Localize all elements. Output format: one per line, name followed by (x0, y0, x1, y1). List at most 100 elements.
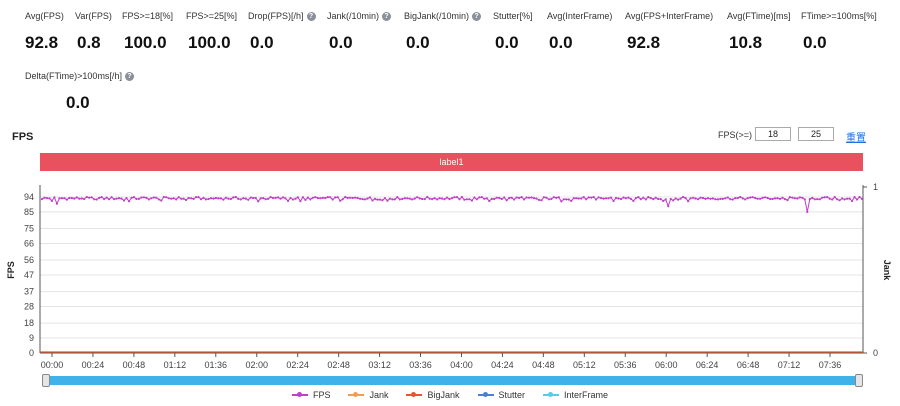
fps-point (249, 196, 252, 199)
fps-point (40, 198, 44, 201)
fps-point (262, 197, 265, 200)
fps-point (182, 197, 185, 200)
fps-point (776, 197, 779, 200)
fps-point (403, 197, 406, 200)
x-tick-label: 05:12 (573, 360, 596, 370)
fps-point (746, 197, 749, 200)
fps-point (83, 197, 86, 201)
help-icon[interactable]: ? (472, 11, 482, 21)
metric-value: 92.8 (25, 33, 59, 52)
x-tick-label: 07:36 (819, 360, 842, 370)
help-icon[interactable]: ? (382, 11, 392, 21)
legend-item-stutter[interactable]: Stutter (477, 390, 525, 400)
threshold-label: FPS(>=) (718, 130, 753, 140)
fps-point (180, 197, 183, 200)
fps-point (808, 198, 811, 201)
fps-point (580, 197, 583, 200)
fps-chart: 0 9 18 28 37 47 56 66 75 85 94 0 1 FPS Jank 00:00 00:24 0… (6, 182, 892, 370)
fps-point (669, 197, 672, 201)
fps-point (475, 198, 478, 201)
fps-point (127, 200, 131, 203)
fps-point (644, 198, 647, 201)
metric-label: FTime>=100ms[%] (801, 11, 877, 21)
metric-label: Avg(FPS) (25, 11, 64, 21)
fps-point (202, 196, 205, 199)
fps-point (408, 197, 411, 200)
fps-point (582, 196, 585, 199)
slider-handle-left[interactable] (42, 374, 50, 387)
y-tick-label: 28 (24, 302, 34, 312)
x-tick-label: 02:00 (245, 360, 268, 370)
fps-point (570, 199, 573, 202)
fps-point (212, 197, 215, 200)
legend-item-fps[interactable]: FPS (291, 390, 330, 400)
fps-point (704, 197, 707, 200)
metric-label: Delta(FTime)>100ms[/h]? (25, 71, 134, 81)
fps-point (155, 196, 158, 199)
fps-point (503, 196, 506, 199)
fps-point (458, 198, 461, 201)
threshold-input-2[interactable] (798, 127, 834, 141)
fps-point (232, 196, 235, 199)
fps-point (831, 198, 834, 201)
fps-point (93, 198, 96, 201)
fps-point (341, 198, 344, 201)
fps-point (175, 198, 178, 201)
help-icon[interactable]: ? (306, 11, 316, 21)
legend-item-interframe[interactable]: InterFrame (543, 390, 608, 400)
fps-point (433, 197, 436, 200)
fps-point (426, 195, 429, 199)
reset-button[interactable]: 重置 (846, 133, 866, 144)
fps-point (465, 198, 468, 201)
fps-point (214, 196, 217, 200)
section-title: FPS (12, 131, 34, 143)
fps-point (463, 198, 466, 201)
label-bar[interactable]: label1 (40, 153, 863, 171)
fps-point (781, 196, 784, 199)
fps-point (858, 195, 861, 199)
y-tick-label: 94 (24, 192, 34, 202)
fps-point (167, 197, 170, 200)
fps-point (319, 197, 322, 200)
fps-point (607, 197, 610, 200)
fps-point (383, 197, 386, 200)
time-range-slider[interactable] (44, 376, 861, 385)
metric-label: Avg(FTime)[ms] (727, 11, 791, 21)
fps-point (826, 196, 829, 199)
fps-point (684, 197, 687, 200)
fps-point (157, 198, 160, 201)
fps-point (336, 196, 339, 199)
x-tick-label: 00:48 (123, 360, 146, 370)
fps-point (518, 196, 521, 200)
threshold-input-1[interactable] (755, 127, 791, 141)
fps-point (396, 196, 399, 199)
fps-point (786, 199, 789, 202)
help-icon[interactable]: ? (124, 71, 134, 81)
legend-item-bigjank[interactable]: BigJank (406, 390, 460, 400)
fps-point (619, 197, 623, 201)
fps-point (572, 197, 575, 200)
fps-point (363, 198, 367, 201)
slider-handle-right[interactable] (855, 374, 863, 387)
fps-point (63, 197, 66, 200)
legend-item-jank[interactable]: Jank (348, 390, 388, 400)
legend-swatch (291, 392, 308, 397)
fps-point (436, 198, 439, 201)
fps-point (659, 198, 662, 201)
fps-point (691, 196, 695, 199)
fps-point (122, 199, 126, 202)
fps-point (592, 195, 595, 199)
metric-value: 0.0 (250, 33, 274, 52)
y2-tick-label: 0 (873, 348, 878, 358)
fps-point (639, 198, 642, 201)
legend-swatch (406, 392, 423, 397)
fps-point (739, 195, 742, 199)
metric-label: Drop(FPS)[/h]? (248, 11, 316, 21)
fps-point (207, 197, 210, 201)
fps-point (714, 198, 717, 201)
fps-point (391, 198, 394, 201)
fps-point (470, 199, 473, 202)
y-axis-title: FPS (6, 261, 16, 279)
fps-point (542, 196, 546, 199)
fps-point (187, 196, 190, 200)
